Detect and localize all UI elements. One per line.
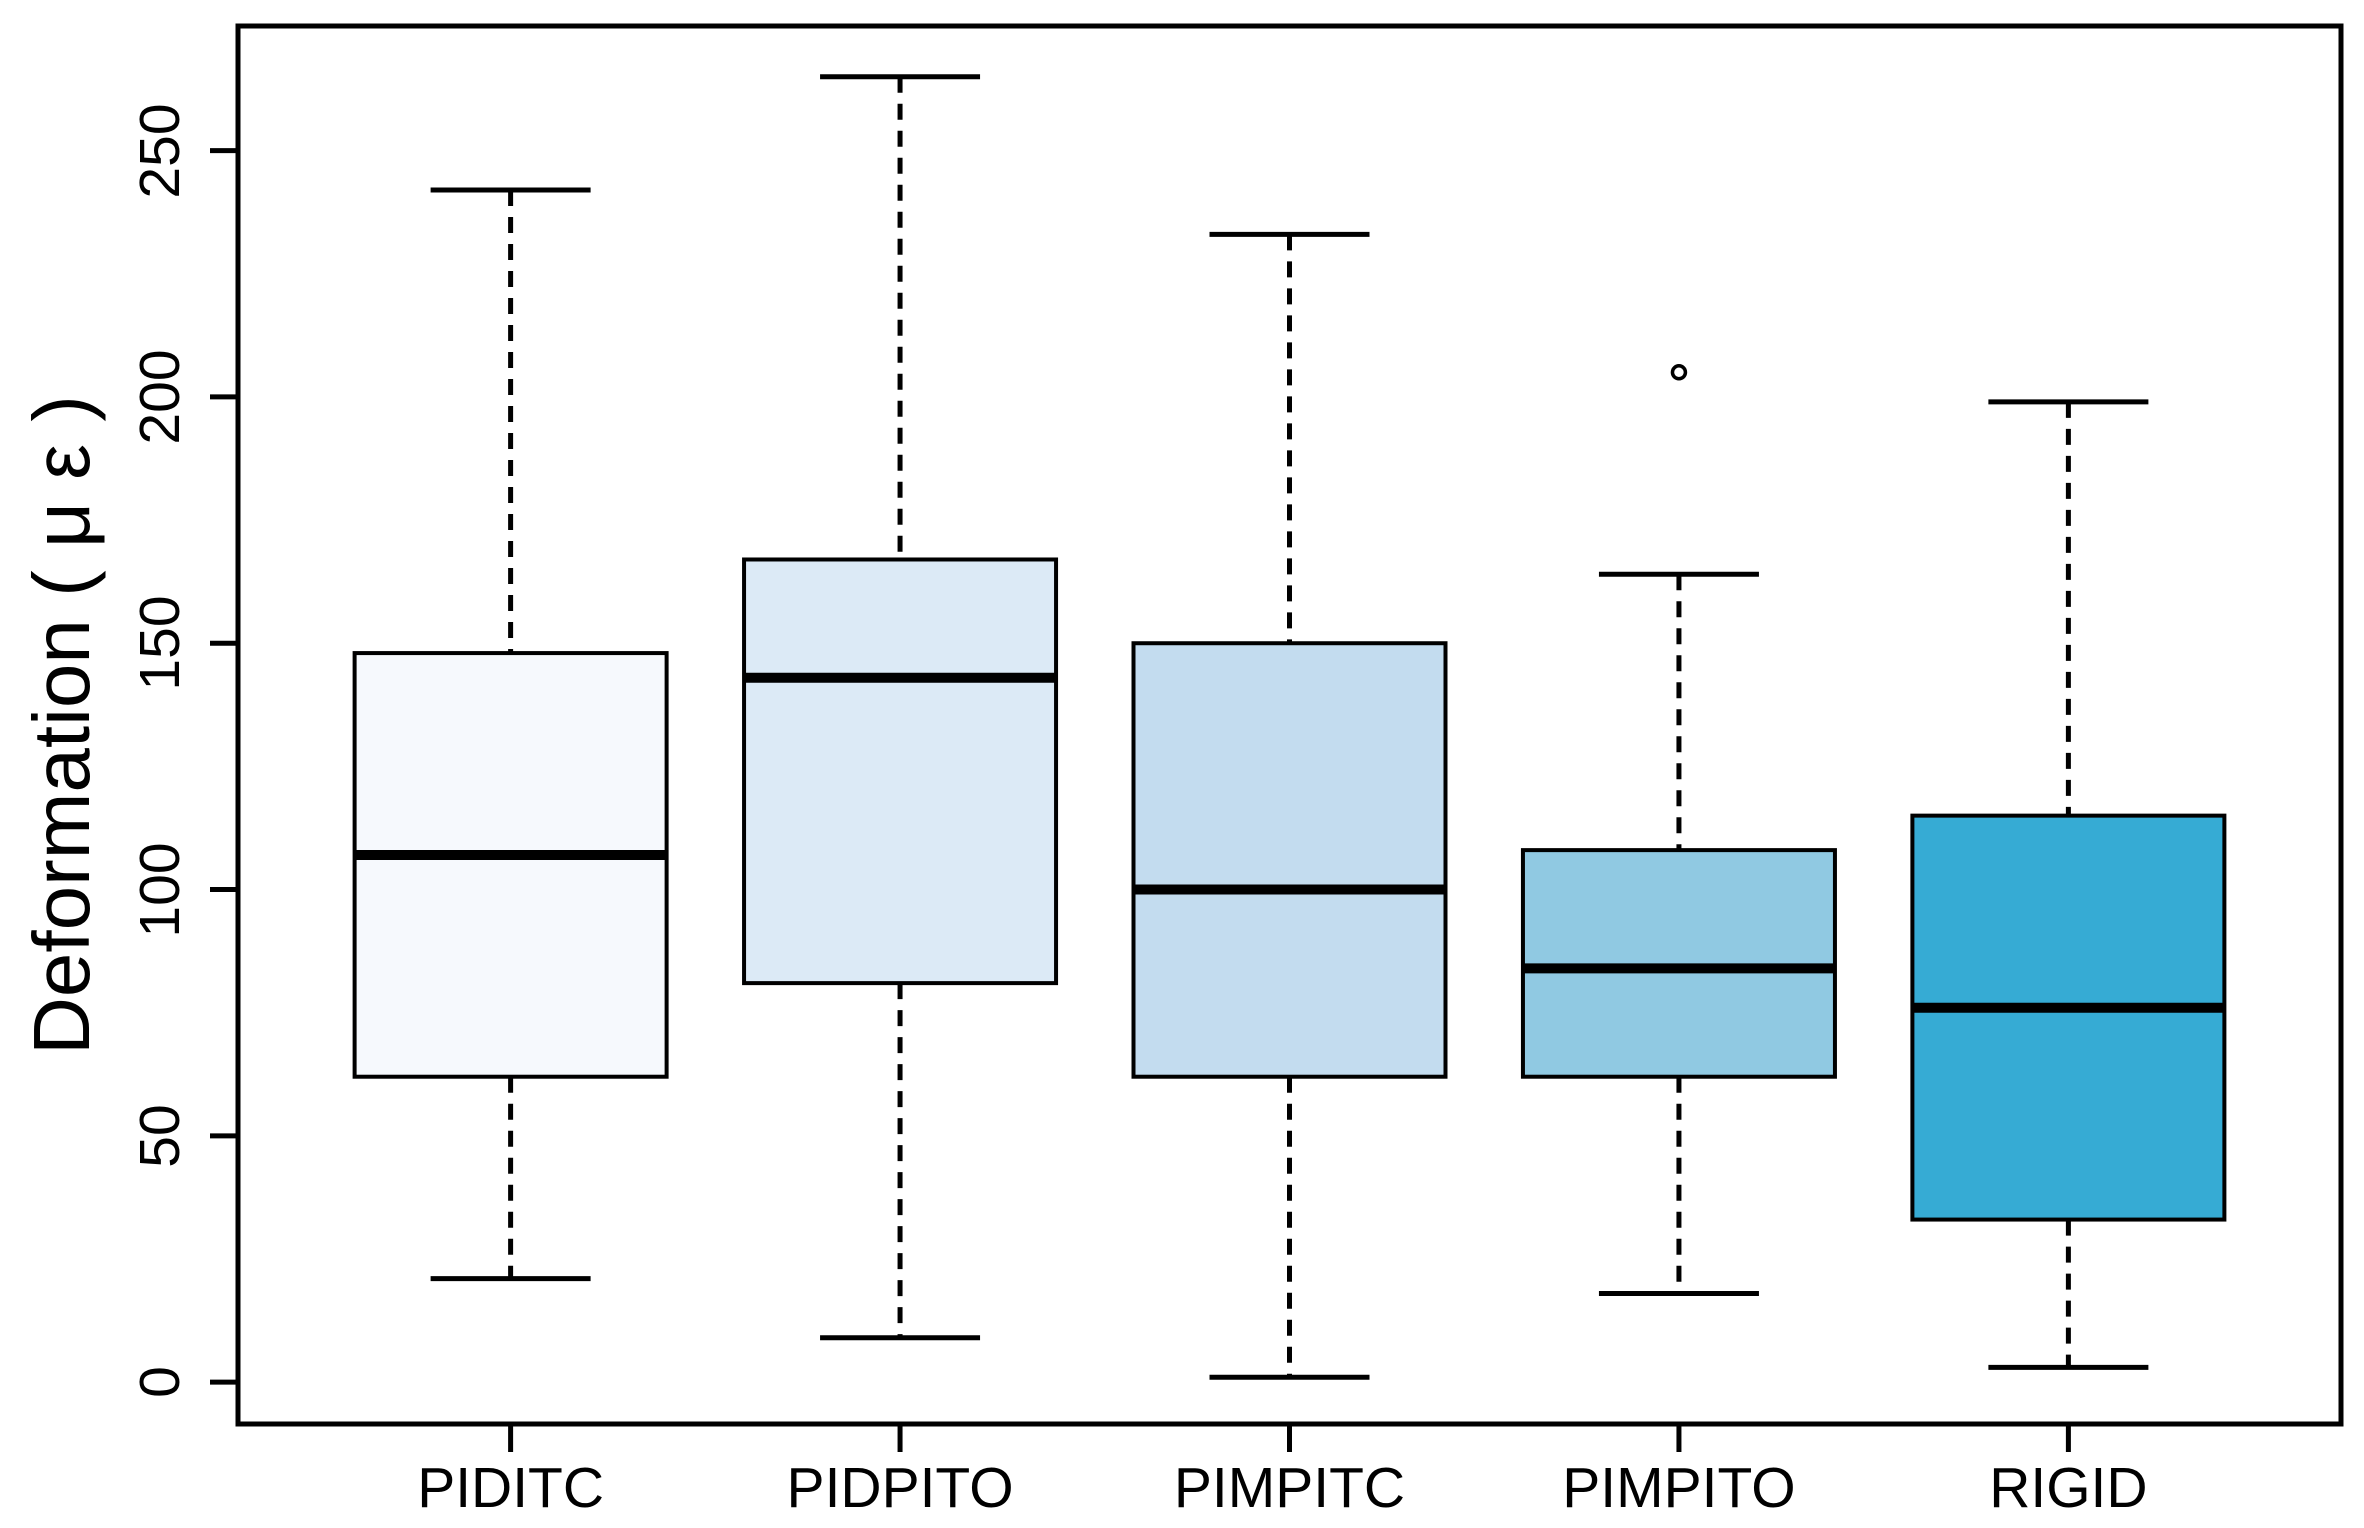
x-category-label-PIDITC: PIDITC: [417, 1455, 605, 1520]
iqr-box-PIDPITO: [742, 557, 1059, 986]
iqr-box-PIDITC: [352, 651, 669, 1079]
y-axis-title: Deformation ( μ ε ): [17, 395, 106, 1055]
outlier-point-PIMPITO-0: [1670, 364, 1688, 381]
x-category-label-PIMPITC: PIMPITC: [1173, 1455, 1406, 1520]
x-category-label-RIGID: RIGID: [1989, 1455, 2148, 1520]
y-tick-label-250: 250: [127, 103, 192, 199]
x-category-label-PIDPITO: PIDPITO: [786, 1455, 1014, 1520]
iqr-box-RIGID: [1910, 813, 2227, 1222]
iqr-box-PIMPITC: [1131, 641, 1448, 1079]
x-category-label-PIMPITO: PIMPITO: [1562, 1455, 1796, 1520]
